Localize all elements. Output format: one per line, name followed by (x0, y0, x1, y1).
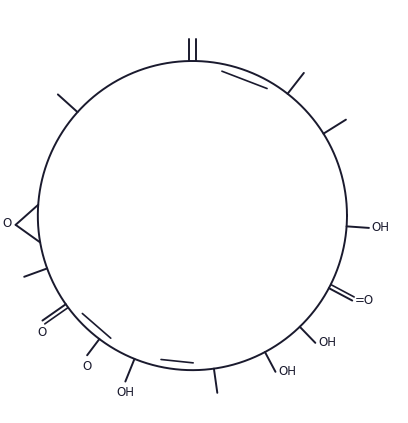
Text: OH: OH (278, 365, 296, 378)
Text: =O: =O (355, 294, 374, 307)
Text: OH: OH (116, 386, 134, 399)
Text: O: O (82, 360, 92, 373)
Text: O: O (2, 217, 11, 230)
Text: O: O (37, 326, 46, 339)
Text: OH: OH (372, 221, 390, 234)
Text: OH: OH (318, 336, 336, 349)
